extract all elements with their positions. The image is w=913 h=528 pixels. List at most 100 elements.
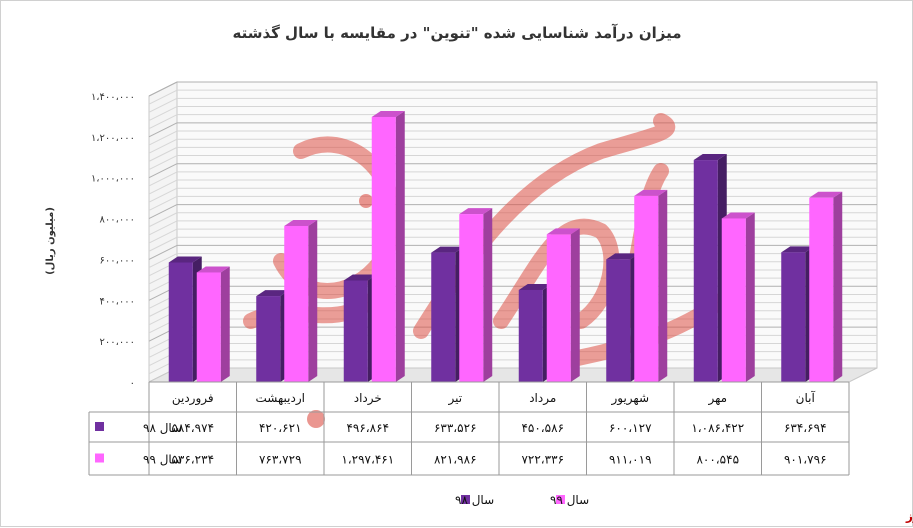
grid-line-side (148, 187, 178, 203)
bar (721, 212, 755, 382)
bar-front (606, 259, 631, 382)
category-label: تیر (447, 391, 462, 406)
grid-line-side (148, 179, 178, 195)
y-axis-ticks: ۰ ۲۰۰،۰۰۰ ۴۰۰،۰۰۰ ۶۰۰،۰۰۰ ۸۰۰،۰۰۰ ۱،۰۰۰،۰۰۰ ۱،… (91, 92, 135, 389)
y-tick-label: ۰ (130, 378, 135, 389)
bar-top (256, 290, 290, 297)
grid-line-side (148, 97, 178, 113)
category-label: آبان (796, 390, 816, 405)
grid-line-side (148, 244, 178, 260)
grid-line-side (148, 236, 178, 252)
bars-layer (168, 110, 843, 382)
bar-front (168, 262, 193, 382)
watermark-stroke (493, 218, 620, 329)
bar-front (196, 272, 221, 382)
grid-line-side (148, 253, 178, 269)
grid-line-side (148, 212, 178, 228)
bar-front (371, 116, 396, 382)
y-tick-label: ۱،۰۰۰،۰۰۰ (91, 174, 135, 185)
category-label: خرداد (354, 391, 382, 406)
data-value-label: ۴۹۶،۸۶۴ (346, 421, 389, 435)
series-swatch (95, 422, 104, 431)
y-tick-label: ۱،۲۰۰،۰۰۰ (91, 133, 135, 144)
data-value-label: ۵۳۶،۲۳۴ (171, 453, 214, 467)
bar-top (606, 253, 640, 260)
bar-side (220, 266, 230, 382)
bar-front (693, 160, 718, 382)
bar-front (634, 195, 659, 382)
grid-line-side (148, 171, 178, 187)
grid-line-side (148, 204, 178, 220)
data-value-label: ۱،۰۸۶،۴۲۲ (691, 421, 744, 435)
bar-top (634, 189, 668, 196)
y-tick-label: ۲۰۰،۰۰۰ (100, 337, 135, 348)
watermark-dot (359, 194, 373, 208)
grid-line-side (148, 89, 178, 105)
bar-top (518, 283, 552, 290)
grid-line-side (148, 195, 178, 211)
bar-top (284, 219, 318, 226)
data-value-label: ۵۸۴،۹۷۴ (171, 421, 214, 435)
data-value-label: ۸۰۰،۵۴۵ (696, 453, 739, 467)
y-tick-label: ۴۰۰،۰۰۰ (100, 296, 135, 307)
bar (809, 191, 843, 382)
bar-front (518, 289, 543, 382)
grid-line-side (148, 81, 178, 97)
bar (634, 189, 668, 382)
legend-label: سال ۹۹ (550, 493, 589, 507)
category-label: مهر (707, 391, 727, 406)
bar-top (459, 208, 493, 215)
y-tick-label: ۶۰۰،۰۰۰ (100, 255, 135, 266)
bar-side (395, 110, 405, 382)
data-value-label: ۴۵۰،۵۸۶ (521, 421, 564, 435)
data-value-label: ۸۲۱،۹۸۶ (434, 453, 477, 467)
bar-top (546, 228, 580, 235)
data-value-label: ۶۰۰،۱۲۷ (609, 421, 652, 435)
series-swatch (95, 453, 104, 463)
bar (284, 219, 318, 382)
bar-side (570, 228, 580, 382)
bar-front (284, 225, 309, 382)
bar-side (833, 191, 843, 382)
grid-line-side (148, 228, 178, 244)
bar-top (693, 154, 727, 161)
legend-label: سال ۹۸ (455, 493, 494, 507)
bar (459, 208, 493, 382)
bar-side (745, 212, 755, 382)
grid-line-side (148, 106, 178, 121)
bar-top (809, 191, 843, 198)
data-value-label: ۶۳۳،۵۲۶ (434, 421, 477, 435)
data-value-label: ۹۰۱،۷۹۶ (784, 453, 827, 467)
chart-title: میزان درآمد شناسایی شده "تنوین" در مقایس… (232, 24, 681, 42)
bar-top (721, 212, 755, 219)
grid-line-side (148, 220, 178, 236)
data-value-label: ۹۱۱،۰۱۹ (609, 453, 652, 467)
bar-side (308, 219, 318, 382)
bar-front (256, 296, 281, 382)
category-label: فروردین (172, 391, 214, 406)
bar-top (168, 256, 202, 263)
grid-line-side (148, 163, 178, 179)
watermark-dot (307, 410, 325, 428)
category-label: مرداد (529, 391, 556, 406)
grid-line-side (148, 122, 178, 138)
series-name: سال ۹۹ (143, 453, 182, 467)
y-axis-label: (میلیون ریال) (45, 207, 56, 275)
bar-front (431, 252, 456, 382)
data-value-label: ۶۳۴،۶۹۴ (784, 421, 827, 435)
series-name: سال ۹۸ (143, 421, 182, 435)
category-label: شهریور (610, 391, 649, 406)
bar-front (546, 234, 571, 382)
data-value-label: ۱،۲۹۷،۴۶۱ (341, 453, 394, 467)
data-table: فروردین اردیبهشت خرداد تیر مرداد شهریور مهر آبا… (88, 381, 850, 476)
bar-side (483, 208, 493, 382)
bar-side (658, 189, 668, 382)
grid-line-side (148, 146, 178, 162)
data-value-label: ۷۶۳،۷۲۹ (259, 453, 302, 467)
grid-line-side (148, 155, 178, 170)
grid-line-side (148, 114, 178, 130)
bar (196, 266, 230, 382)
brand-logo-text: بورس نیوز (905, 509, 913, 524)
